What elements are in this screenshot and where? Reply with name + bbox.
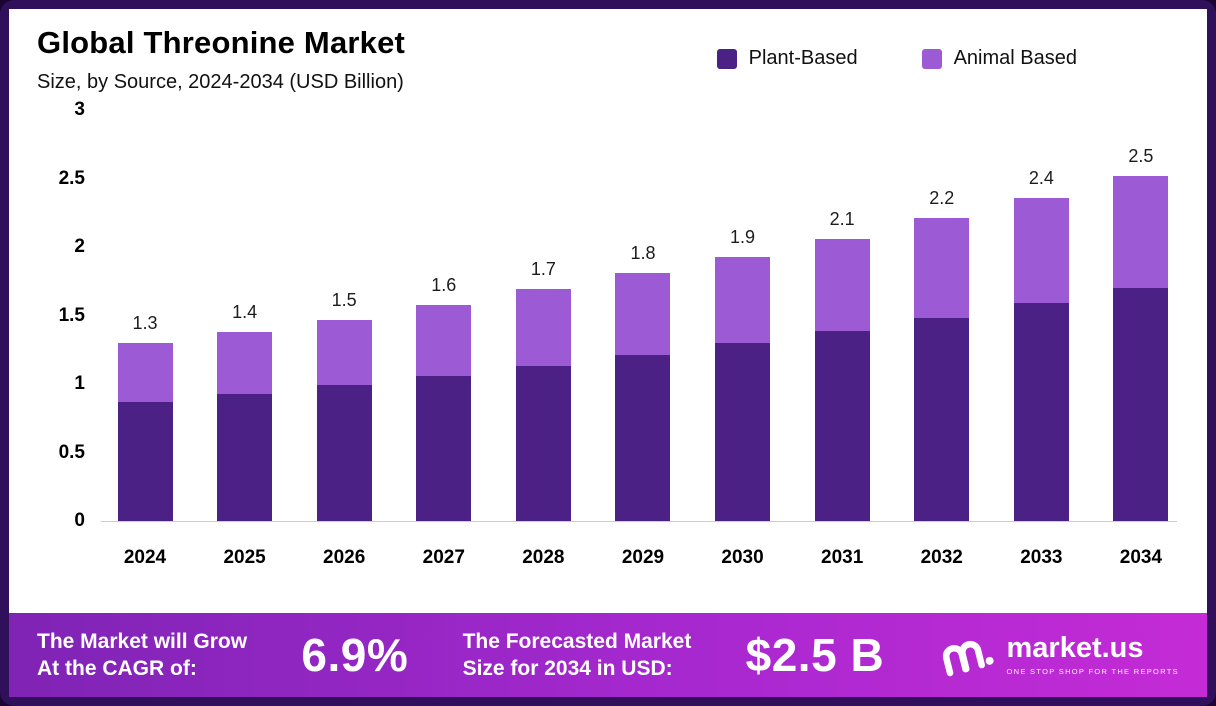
x-axis-label-2031: 2031 (821, 547, 864, 568)
bar-segment-animal-based-2029 (615, 273, 671, 356)
x-axis-label-2028: 2028 (522, 547, 565, 568)
y-tick-2.5: 2.5 (58, 167, 85, 189)
bar-column-2026: 1.5 2026 (308, 110, 380, 569)
legend-swatch (921, 48, 942, 69)
x-axis-label-2030: 2030 (721, 547, 764, 568)
bar-stack-2025: 1.4 (209, 110, 281, 521)
bar-segment-animal-based-2024 (117, 342, 173, 402)
bar-segment-animal-based-2025 (217, 331, 273, 394)
bar-segment-plant-based-2025 (217, 393, 273, 521)
bar-value-label-2030: 1.9 (730, 226, 756, 247)
cagr-value: 6.9% (301, 629, 409, 681)
y-tick-2: 2 (74, 236, 85, 257)
chart-plot: 0 0.5 1 1.5 2 2.5 3 1.3 2024 1.4 2025 1.5 2026 1.6 202… (59, 99, 1177, 569)
bar-segment-animal-based-2028 (515, 289, 571, 367)
brand-tagline: ONE STOP SHOP FOR THE REPORTS (1006, 667, 1179, 676)
bar-value-label-2034: 2.5 (1128, 145, 1154, 166)
x-axis-label-2026: 2026 (323, 547, 366, 568)
bar-column-2027: 1.6 2027 (408, 110, 480, 569)
bar-column-2028: 1.7 2028 (507, 110, 579, 569)
y-tick-0: 0 (74, 510, 85, 531)
footer-banner: The Market will Grow At the CAGR of: 6.9… (9, 613, 1207, 697)
bar-segment-plant-based-2029 (615, 355, 671, 521)
bar-stack-2033: 2.4 (1005, 110, 1077, 521)
page-title: Global Threonine Market (37, 25, 406, 60)
brand-name: market.us (1006, 632, 1144, 664)
chart-header: Global Threonine Market Size, by Source,… (9, 9, 1207, 94)
cagr-label: The Market will Grow At the CAGR of: (37, 629, 248, 680)
bar-value-label-2031: 2.1 (829, 208, 855, 229)
bar-value-label-2026: 1.5 (331, 289, 357, 310)
bar-value-label-2025: 1.4 (232, 301, 258, 322)
bar-stack-2034: 2.5 (1105, 110, 1177, 521)
marketus-logo-icon (942, 640, 994, 677)
bar-segment-plant-based-2032 (914, 318, 970, 521)
title-block: Global Threonine Market Size, by Source,… (37, 25, 405, 94)
bar-value-label-2028: 1.7 (530, 259, 556, 280)
y-tick-1.5: 1.5 (58, 304, 85, 326)
x-axis-label-2033: 2033 (1020, 547, 1063, 568)
x-axis-label-2029: 2029 (621, 547, 665, 568)
bar-column-2029: 1.8 2029 (607, 110, 679, 569)
x-axis-label-2034: 2034 (1119, 547, 1163, 568)
bar-segment-animal-based-2033 (1013, 197, 1069, 304)
chart-legend: Plant-Based Animal Based (716, 47, 1077, 70)
x-axis-line (101, 521, 1177, 522)
forecast-value: $2.5 B (745, 629, 885, 681)
x-axis-label-2025: 2025 (223, 547, 266, 568)
bar-segment-plant-based-2026 (316, 385, 372, 521)
bar-column-2032: 2.2 2032 (906, 110, 978, 569)
x-axis-label-2024: 2024 (123, 547, 167, 568)
legend-label: Plant-Based (748, 47, 858, 69)
bar-segment-animal-based-2026 (316, 319, 372, 386)
bar-segment-plant-based-2030 (715, 342, 771, 521)
bar-segment-animal-based-2034 (1113, 175, 1169, 289)
bar-value-label-2027: 1.6 (431, 274, 457, 295)
bar-column-2031: 2.1 2031 (806, 110, 878, 569)
legend-label: Animal Based (953, 47, 1077, 69)
bar-stack-2024: 1.3 (109, 110, 181, 521)
marketus-logo: market.us ONE STOP SHOP FOR THE REPORTS (939, 629, 1179, 681)
bar-column-2025: 1.4 2025 (209, 110, 281, 569)
legend-item-plant-based: Plant-Based (716, 47, 858, 70)
bar-stack-2030: 1.9 (707, 110, 779, 521)
y-tick-1: 1 (74, 373, 85, 394)
page-subtitle: Size, by Source, 2024-2034 (USD Billion) (37, 71, 404, 93)
bar-column-2030: 1.9 2030 (707, 110, 779, 569)
bar-stack-2027: 1.6 (408, 110, 480, 521)
bar-stack-2029: 1.8 (607, 110, 679, 521)
bar-stack-2032: 2.2 (906, 110, 978, 521)
bar-segment-animal-based-2032 (914, 218, 970, 319)
bar-segment-plant-based-2027 (416, 375, 472, 521)
bar-value-label-2032: 2.2 (929, 188, 955, 209)
chart-plot-area: 0 0.5 1 1.5 2 2.5 3 1.3 2024 1.4 2025 1.5 2026 1.6 202… (59, 99, 1177, 569)
legend-swatch (716, 48, 737, 69)
bar-segment-plant-based-2033 (1013, 303, 1069, 521)
brand-text-block: market.us ONE STOP SHOP FOR THE REPORTS (1006, 632, 1179, 677)
x-axis-label-2027: 2027 (422, 547, 465, 568)
bar-segment-plant-based-2031 (814, 330, 870, 521)
bar-value-label-2024: 1.3 (132, 312, 158, 333)
y-tick-3: 3 (74, 99, 85, 120)
bar-value-label-2033: 2.4 (1028, 167, 1054, 188)
bar-value-label-2029: 1.8 (630, 243, 656, 264)
bar-stack-2031: 2.1 (806, 110, 878, 521)
chart-card: Global Threonine Market Size, by Source,… (9, 9, 1207, 613)
bar-stack-2026: 1.5 (308, 110, 380, 521)
x-axis-label-2032: 2032 (920, 547, 963, 568)
bar-segment-plant-based-2028 (515, 366, 571, 521)
bar-segment-animal-based-2027 (416, 304, 472, 376)
y-tick-0.5: 0.5 (58, 441, 85, 463)
bar-segment-animal-based-2030 (715, 256, 771, 343)
bar-column-2034: 2.5 2034 (1105, 110, 1177, 569)
bar-segment-animal-based-2031 (814, 238, 870, 331)
forecast-label: The Forecasted Market Size for 2034 in U… (462, 629, 692, 680)
bar-column-2033: 2.4 2033 (1005, 110, 1077, 569)
bar-stack-2028: 1.7 (507, 110, 579, 521)
bar-column-2024: 1.3 2024 (109, 110, 181, 569)
bar-segment-plant-based-2034 (1113, 288, 1169, 521)
legend-item-animal-based: Animal Based (921, 47, 1077, 70)
bar-segment-plant-based-2024 (117, 401, 173, 521)
